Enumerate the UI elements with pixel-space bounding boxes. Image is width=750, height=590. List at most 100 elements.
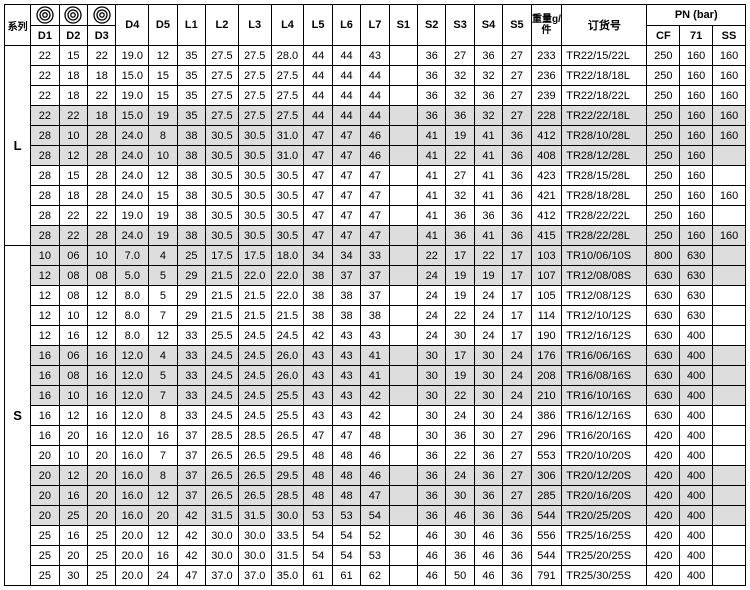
cell-wt: 190 [531,326,562,346]
cell-L2: 31.5 [206,506,239,526]
cell-SS [713,346,746,366]
cell-D3: 12 [88,326,116,346]
cell-c71: 160 [680,66,713,86]
cell-D1: 28 [31,146,59,166]
cell-D4: 20.0 [116,526,149,546]
cell-L1: 35 [177,46,205,66]
cell-L3: 22.0 [238,266,271,286]
table-row: S1006107.042517.517.518.0343433221722171… [5,246,746,266]
cell-D4: 24.0 [116,146,149,166]
cell-S1 [389,366,417,386]
cell-S4: 22 [474,246,502,266]
cell-D5: 4 [149,346,177,366]
cell-SS [713,266,746,286]
cell-c71: 400 [680,326,713,346]
cell-L4: 31.5 [271,546,304,566]
cell-wt: 105 [531,286,562,306]
table-row: 20162016.0123726.526.528.548484736303627… [5,486,746,506]
cell-wt: 544 [531,546,562,566]
cell-L1: 42 [177,546,205,566]
cell-CF: 420 [647,486,680,506]
cell-D5: 15 [149,86,177,106]
cell-L6: 54 [332,546,360,566]
cell-SS [713,426,746,446]
cell-D2: 22 [59,226,87,246]
cell-L5: 48 [304,466,332,486]
cell-D1: 28 [31,126,59,146]
cell-D3: 18 [88,66,116,86]
cell-D2: 18 [59,186,87,206]
cell-S2: 30 [418,366,446,386]
cell-S4: 41 [474,226,502,246]
cell-D3: 28 [88,166,116,186]
cell-L1: 25 [177,246,205,266]
cell-D2: 12 [59,406,87,426]
cell-S1 [389,446,417,466]
cell-S4: 24 [474,306,502,326]
cell-L3: 27.5 [238,106,271,126]
cell-D4: 15.0 [116,66,149,86]
cell-L6: 43 [332,386,360,406]
cell-S5: 27 [503,426,531,446]
cell-D3: 16 [88,406,116,426]
cell-L1: 42 [177,506,205,526]
cell-wt: 296 [531,426,562,446]
cell-CF: 420 [647,446,680,466]
cell-L4: 18.0 [271,246,304,266]
cell-S4: 41 [474,126,502,146]
cell-D3: 20 [88,446,116,466]
cell-L4: 31.0 [271,126,304,146]
header-l2: L2 [206,5,239,46]
header-d4: D4 [116,5,149,46]
cell-L1: 35 [177,106,205,126]
cell-L3: 30.0 [238,526,271,546]
cell-L3: 30.5 [238,126,271,146]
cell-L2: 24.5 [206,366,239,386]
cell-SS [713,286,746,306]
cell-D5: 7 [149,386,177,406]
cell-L3: 24.5 [238,346,271,366]
cell-D1: 25 [31,546,59,566]
cell-S3: 46 [446,506,474,526]
cell-L3: 17.5 [238,246,271,266]
cell-D2: 15 [59,166,87,186]
cell-c71: 160 [680,46,713,66]
cell-S5: 36 [503,226,531,246]
cell-S2: 41 [418,126,446,146]
cell-ord: TR22/18/22L [562,86,647,106]
cell-S4: 30 [474,426,502,446]
cell-ord: TR20/25/20S [562,506,647,526]
cell-L4: 22.0 [271,286,304,306]
cell-c71: 400 [680,486,713,506]
cell-wt: 233 [531,46,562,66]
cell-S3: 24 [446,466,474,486]
cell-S4: 30 [474,386,502,406]
cell-L6: 47 [332,226,360,246]
cell-D2: 10 [59,306,87,326]
cell-SS [713,486,746,506]
cell-L4: 25.5 [271,406,304,426]
cell-input[interactable] [361,90,388,102]
series-label: L [5,46,31,246]
cell-S4: 46 [474,546,502,566]
cell-L6: 47 [332,186,360,206]
cell-S3: 36 [446,106,474,126]
cell-D4: 20.0 [116,546,149,566]
cell-ord: TR12/08/12S [562,286,647,306]
cell-S1 [389,206,417,226]
cell-CF: 250 [647,86,680,106]
cell-D2: 08 [59,366,87,386]
cell-S5: 17 [503,326,531,346]
cell-L7: 42 [361,386,389,406]
cell-c71: 160 [680,86,713,106]
cell-L6: 47 [332,166,360,186]
cell-S5: 36 [503,166,531,186]
cell-D5: 8 [149,126,177,146]
cell-D2: 20 [59,426,87,446]
cell-L4: 30.0 [271,506,304,526]
cell-wt: 103 [531,246,562,266]
cell-L4: 33.5 [271,526,304,546]
cell-S4: 24 [474,326,502,346]
cell-S2: 30 [418,426,446,446]
cell-S2: 36 [418,486,446,506]
